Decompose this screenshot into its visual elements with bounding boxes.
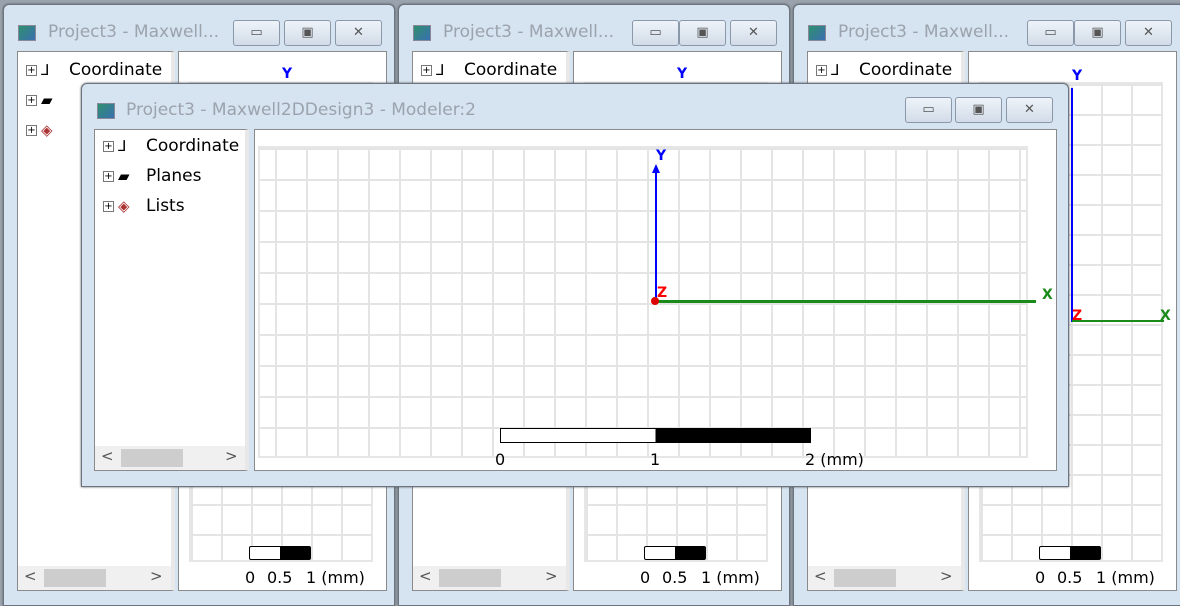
minimize-button[interactable]: ▭ xyxy=(632,20,679,46)
y-axis-label: Y xyxy=(1072,68,1083,84)
scale-label: 1 (mm) xyxy=(1096,568,1155,587)
scroll-left-icon[interactable]: < xyxy=(419,567,432,585)
close-button[interactable]: ✕ xyxy=(335,20,382,46)
expand-icon[interactable]: + xyxy=(421,64,432,76)
maximize-button[interactable]: ▣ xyxy=(955,97,1002,123)
tree-item-coordinate[interactable]: + ⅃ Coordinate xyxy=(26,60,163,80)
project-tree: + ⅃ Coordinate + ▰ Planes + ◈ Lists < > xyxy=(94,129,249,471)
planes-icon: ▰ xyxy=(118,167,130,185)
close-button[interactable]: ✕ xyxy=(730,20,777,46)
planes-icon: ▰ xyxy=(41,91,53,109)
scale-label: 0.5 xyxy=(1057,568,1083,587)
tree-item-coordinate[interactable]: + ⅃ Coordinate xyxy=(421,60,558,80)
z-axis-label: Z xyxy=(1072,308,1083,324)
scale-label: 1 xyxy=(650,450,661,469)
close-button[interactable]: ✕ xyxy=(1006,97,1053,123)
window-title: Project3 - Maxwell2DDesign3 - Modeler:2 xyxy=(126,100,476,120)
scroll-left-icon[interactable]: < xyxy=(101,447,114,465)
scale-label: 0.5 xyxy=(267,568,293,587)
y-axis-line xyxy=(1071,88,1073,322)
expand-icon[interactable]: + xyxy=(816,64,827,76)
x-axis-line xyxy=(1072,320,1164,322)
horizontal-scrollbar[interactable]: < > xyxy=(18,566,171,590)
scroll-right-icon[interactable]: > xyxy=(150,567,163,585)
close-button[interactable]: ✕ xyxy=(1125,20,1172,46)
scale-label: 1 (mm) xyxy=(701,568,760,587)
scroll-thumb[interactable] xyxy=(439,569,501,587)
coordinate-icon: ⅃ xyxy=(118,137,127,155)
minimize-button[interactable]: ▭ xyxy=(1027,20,1074,46)
tree-item-coordinate[interactable]: + ⅃ Coordinate xyxy=(816,60,953,80)
expand-icon[interactable]: + xyxy=(26,64,37,76)
scale-label: 0.5 xyxy=(662,568,688,587)
horizontal-scrollbar[interactable]: < > xyxy=(413,566,566,590)
horizontal-scrollbar[interactable]: < > xyxy=(808,566,961,590)
app-icon xyxy=(18,25,36,41)
x-axis-label: X xyxy=(1042,287,1053,303)
scroll-right-icon[interactable]: > xyxy=(545,567,558,585)
tree-item-coordinate[interactable]: + ⅃ Coordinate xyxy=(103,136,240,156)
scale-bar xyxy=(500,428,811,443)
y-axis-label: Y xyxy=(656,148,667,164)
tree-item-planes[interactable]: + ▰ Planes xyxy=(103,166,202,186)
modeler-viewport[interactable]: Y Z X 0 1 2 (mm) xyxy=(254,129,1057,471)
tree-item-planes[interactable]: + ▰ xyxy=(26,89,69,111)
expand-icon[interactable]: + xyxy=(26,94,37,106)
horizontal-scrollbar[interactable]: < > xyxy=(95,446,245,470)
y-axis-label: Y xyxy=(677,66,688,82)
scale-bar xyxy=(644,546,706,560)
scroll-thumb[interactable] xyxy=(121,449,183,467)
x-axis-line xyxy=(656,300,1036,303)
scroll-left-icon[interactable]: < xyxy=(814,567,827,585)
maximize-button[interactable]: ▣ xyxy=(284,20,331,46)
scale-label: 0 xyxy=(245,568,256,587)
minimize-button[interactable]: ▭ xyxy=(905,97,952,123)
maximize-button[interactable]: ▣ xyxy=(1074,20,1121,46)
scroll-left-icon[interactable]: < xyxy=(24,567,37,585)
scroll-right-icon[interactable]: > xyxy=(225,447,238,465)
tree-item-lists[interactable]: + ◈ Lists xyxy=(103,196,185,216)
y-axis-arrow-icon xyxy=(652,164,660,173)
minimize-button[interactable]: ▭ xyxy=(233,20,280,46)
coordinate-icon: ⅃ xyxy=(41,61,50,79)
coordinate-icon: ⅃ xyxy=(831,61,840,79)
expand-icon[interactable]: + xyxy=(103,170,114,182)
window-title: Project3 - Maxwell... xyxy=(838,22,1010,42)
scale-label: 0 xyxy=(1035,568,1046,587)
maximize-button[interactable]: ▣ xyxy=(679,20,726,46)
z-axis-label: Z xyxy=(657,285,668,301)
expand-icon[interactable]: + xyxy=(103,140,114,152)
app-icon xyxy=(808,25,826,41)
origin-point xyxy=(651,297,659,305)
coordinate-icon: ⅃ xyxy=(436,61,445,79)
scale-label: 0 xyxy=(495,450,506,469)
lists-icon: ◈ xyxy=(118,197,130,215)
scale-label: 0 xyxy=(640,568,651,587)
expand-icon[interactable]: + xyxy=(26,124,37,136)
scale-bar xyxy=(249,546,311,560)
tree-item-lists[interactable]: + ◈ xyxy=(26,119,69,141)
y-axis-label: Y xyxy=(282,66,293,82)
scroll-thumb[interactable] xyxy=(834,569,896,587)
window-title: Project3 - Maxwell... xyxy=(443,22,615,42)
lists-icon: ◈ xyxy=(41,121,53,139)
x-axis-label: X xyxy=(1160,308,1171,324)
scroll-right-icon[interactable]: > xyxy=(940,567,953,585)
scale-label: 1 (mm) xyxy=(306,568,365,587)
y-axis-line xyxy=(655,170,657,302)
app-icon xyxy=(413,25,431,41)
window-title: Project3 - Maxwell... xyxy=(48,22,220,42)
expand-icon[interactable]: + xyxy=(103,200,114,212)
app-icon xyxy=(97,103,115,119)
scale-bar xyxy=(1039,546,1101,560)
scroll-thumb[interactable] xyxy=(44,569,106,587)
scale-label: 2 (mm) xyxy=(805,450,864,469)
front-window[interactable]: Project3 - Maxwell2DDesign3 - Modeler:2 … xyxy=(81,83,1069,487)
